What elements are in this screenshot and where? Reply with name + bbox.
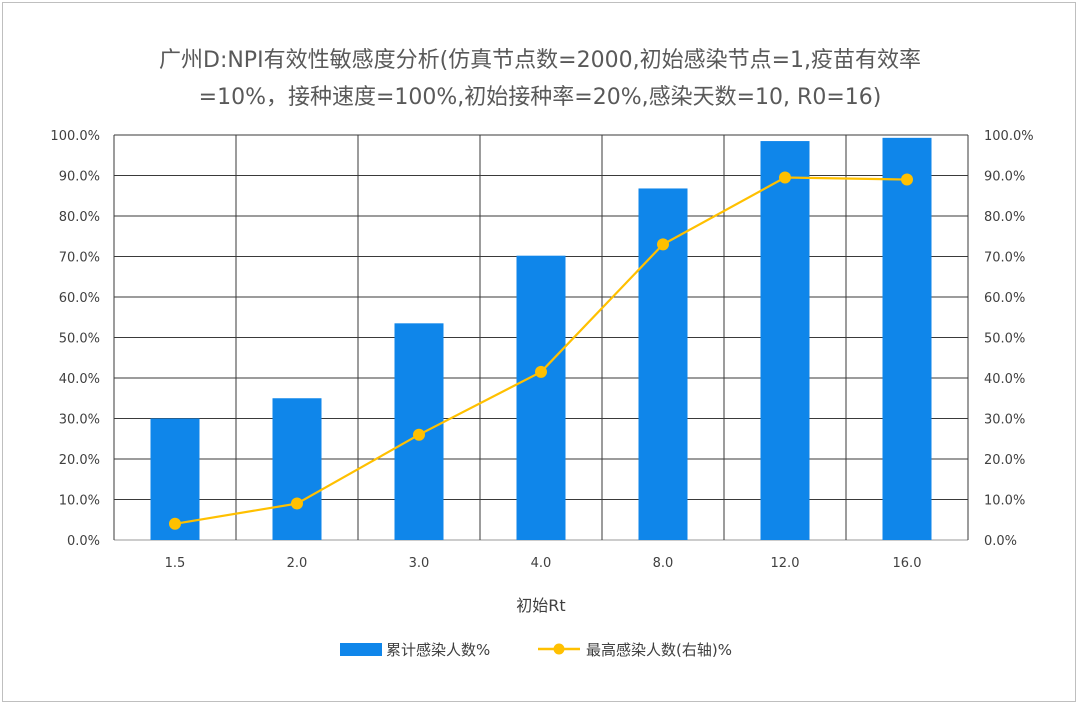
y2-tick-label: 50.0% [984,332,1025,347]
y-tick-label: 30.0% [59,413,100,428]
line-point-8.0 [657,238,669,251]
y-tick-label: 40.0% [59,372,100,387]
y2-tick-label: 80.0% [984,210,1025,225]
bar-4.0 [516,255,566,540]
x-axis-ticks: 1.5 2.0 3.0 4.0 8.0 12.0 16.0 [165,556,922,571]
line-point-2.0 [291,497,303,510]
y-tick-label: 60.0% [59,291,100,306]
y-tick-label: 90.0% [59,170,100,185]
x-tick-label: 16.0 [893,556,922,571]
y-tick-label: 0.0% [67,534,100,549]
legend-bar-swatch [340,643,382,656]
x-tick-label: 12.0 [771,556,800,571]
y-tick-label: 10.0% [59,494,100,509]
y-tick-label: 100.0% [50,129,100,144]
y2-tick-label: 60.0% [984,291,1025,306]
line-point-1.5 [169,517,181,530]
line-point-16.0 [901,173,913,186]
right-axis-ticks: 0.0% 10.0% 20.0% 30.0% 40.0% 50.0% 60.0% 70.0% 8… [984,129,1034,549]
y2-tick-label: 90.0% [984,170,1025,185]
y2-tick-label: 30.0% [984,413,1025,428]
y-tick-label: 80.0% [59,210,100,225]
y-tick-label: 50.0% [59,332,100,347]
line-point-12.0 [779,171,791,184]
x-tick-label: 4.0 [531,556,552,571]
legend-line-marker [553,643,565,655]
x-tick-label: 3.0 [409,556,430,571]
x-axis-label: 初始Rt [516,596,565,615]
line-point-3.0 [413,428,425,441]
y-tick-label: 70.0% [59,251,100,266]
legend-bar-label: 累计感染人数% [386,641,490,659]
x-tick-label: 1.5 [165,556,186,571]
chart-title-line-2: =10%，接种速度=100%,初始接种率=20%,感染天数=10, R0=16) [199,85,882,110]
left-axis-ticks: 0.0% 10.0% 20.0% 30.0% 40.0% 50.0% 60.0% 70.0% 8… [50,129,100,549]
y2-tick-label: 40.0% [984,372,1025,387]
bar-16.0 [882,137,932,540]
y-tick-label: 20.0% [59,453,100,468]
y2-tick-label: 70.0% [984,251,1025,266]
chart-title-line-1: 广州D:NPI有效性敏感度分析(仿真节点数=2000,初始感染节点=1,疫苗有效… [159,48,921,73]
grid-lines [113,134,969,541]
y2-tick-label: 100.0% [984,129,1034,144]
y2-tick-label: 10.0% [984,494,1025,509]
x-tick-label: 2.0 [287,556,308,571]
bar-2.0 [272,398,322,540]
legend: 累计感染人数% 最高感染人数(右轴)% [340,641,732,659]
line-point-4.0 [535,365,547,378]
bar-12.0 [760,141,810,540]
bar-series [150,137,932,540]
x-tick-label: 8.0 [653,556,674,571]
legend-line-label: 最高感染人数(右轴)% [586,641,732,659]
line-series [169,171,913,530]
y2-tick-label: 0.0% [984,534,1017,549]
y2-tick-label: 20.0% [984,453,1025,468]
